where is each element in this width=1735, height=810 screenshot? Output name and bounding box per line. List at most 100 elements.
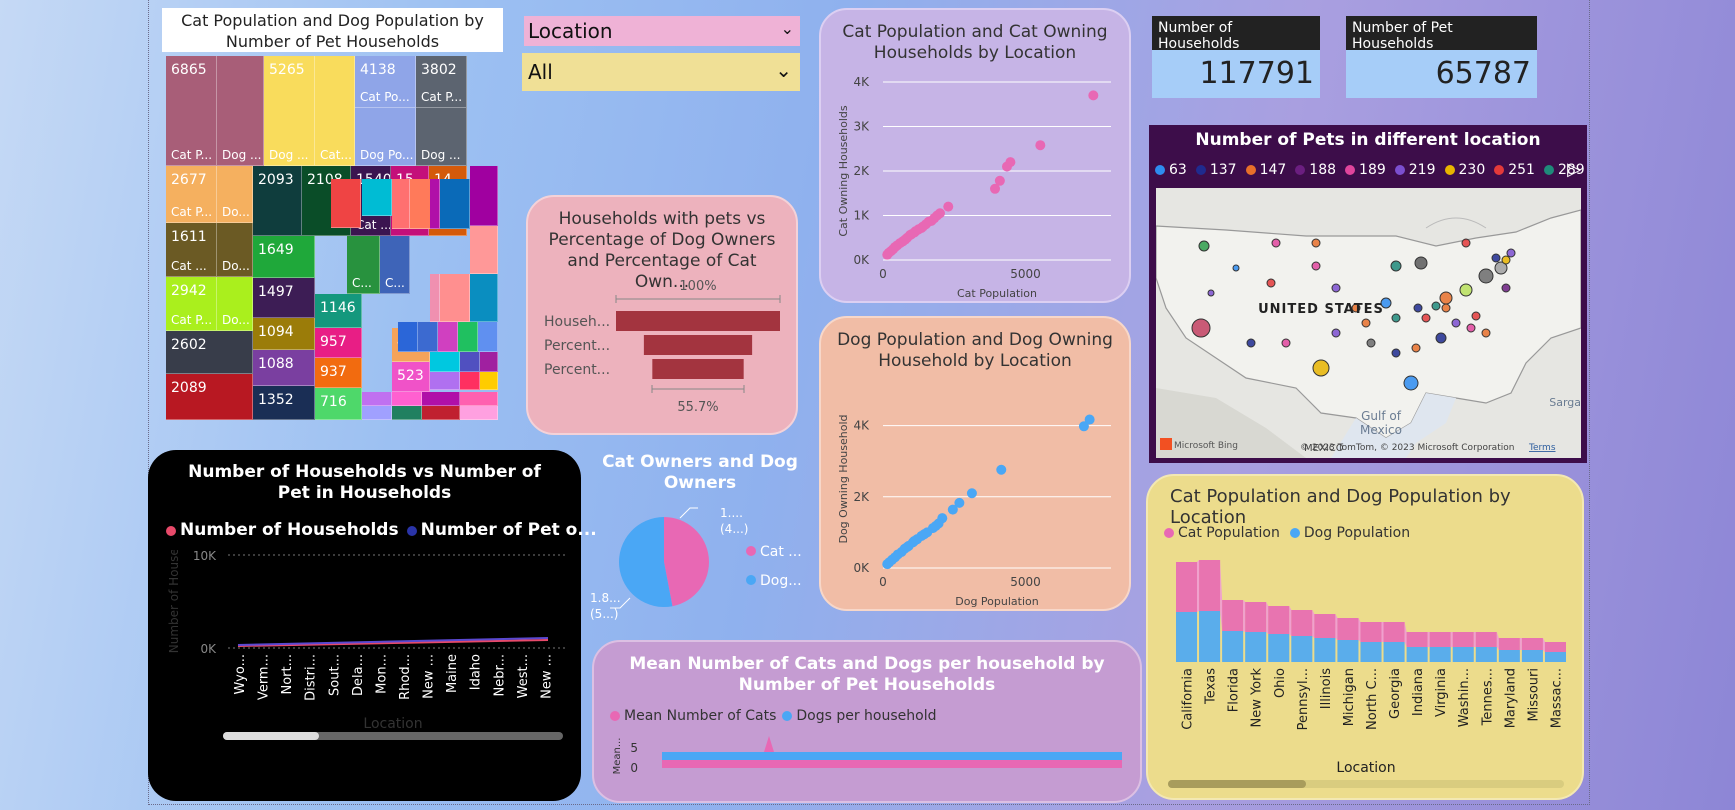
- funnel-row-label: Percent...: [544, 338, 610, 354]
- treemap-tile[interactable]: Do...: [217, 166, 253, 223]
- map-legend-item[interactable]: 147: [1245, 162, 1286, 178]
- ribbon-chart[interactable]: California Texas Florida New York Ohio Pennsy…: [1148, 554, 1584, 800]
- treemap-tile[interactable]: [392, 406, 422, 420]
- x-tick-label: 5000: [1010, 267, 1041, 281]
- treemap-tile[interactable]: 2942 Cat P...: [166, 277, 217, 331]
- map-copyright: © 2023 TomTom, © 2023 Microsoft Corporat…: [1300, 443, 1514, 453]
- chevron-down-icon[interactable]: ⌄: [780, 19, 794, 38]
- treemap-tile[interactable]: [392, 392, 422, 406]
- treemap-tile[interactable]: 1611 Cat ...: [166, 223, 217, 277]
- treemap-tile[interactable]: 2093: [253, 166, 302, 236]
- treemap-tile[interactable]: [430, 372, 460, 390]
- map-legend-item[interactable]: 219: [1394, 162, 1436, 178]
- mean-legend-item[interactable]: Dogs per household: [782, 708, 937, 724]
- treemap-tile[interactable]: C...: [347, 236, 380, 294]
- ribbon-x-label: Georgia: [1388, 668, 1403, 719]
- treemap-tile[interactable]: 1352: [253, 386, 315, 420]
- treemap-tile[interactable]: [480, 372, 498, 390]
- treemap-tile[interactable]: 523: [392, 362, 430, 392]
- map-legend-item[interactable]: 251: [1494, 162, 1535, 178]
- treemap-tile[interactable]: [470, 166, 498, 226]
- treemap-tile[interactable]: [430, 352, 460, 372]
- treemap-tile[interactable]: [398, 322, 418, 352]
- treemap-tile[interactable]: Dog ...: [217, 56, 264, 166]
- scatter-point: [919, 529, 930, 540]
- treemap-tile[interactable]: Dog ...: [416, 108, 467, 166]
- treemap-tile[interactable]: 5265 Dog ...: [264, 56, 315, 166]
- treemap-tile[interactable]: 6865 Cat P...: [166, 56, 217, 166]
- treemap-tile[interactable]: 1649: [253, 236, 315, 278]
- treemap-chart[interactable]: 6865 Cat P... Dog ... 5265 Dog ... Cat... 4138…: [166, 56, 498, 429]
- mean-chart[interactable]: 5 0 Mean...: [594, 732, 1142, 802]
- treemap-tile[interactable]: [478, 322, 498, 352]
- map-legend-item[interactable]: 189: [1345, 162, 1386, 178]
- ribbon-cat-segment: [1176, 562, 1198, 612]
- map-bubble: [1451, 318, 1461, 328]
- treemap-tile[interactable]: 2089: [166, 374, 253, 420]
- treemap-tile[interactable]: 937: [315, 358, 362, 388]
- treemap-tile[interactable]: 2677 Cat P...: [166, 166, 217, 223]
- treemap-tile[interactable]: 2602: [166, 331, 253, 374]
- treemap-tile[interactable]: [392, 179, 410, 229]
- mean-legend-item[interactable]: Mean Number of Cats: [610, 708, 776, 724]
- map-legend-item[interactable]: 137: [1195, 162, 1237, 178]
- treemap-tile[interactable]: [331, 179, 361, 228]
- treemap-tile[interactable]: [460, 392, 498, 406]
- treemap-tile[interactable]: [480, 352, 498, 372]
- treemap-tile-label: Cat ...: [356, 218, 391, 232]
- households-line-chart[interactable]: 10K 0K Number of House... Wyo... Verm... Nort…: [148, 550, 581, 800]
- treemap-tile[interactable]: [460, 406, 498, 420]
- ribbon-legend-item[interactable]: Cat Population: [1164, 525, 1280, 541]
- map-legend-item[interactable]: 230: [1444, 162, 1485, 178]
- treemap-tile[interactable]: 4138 Cat Po...: [355, 56, 416, 108]
- treemap-tile[interactable]: [430, 274, 440, 322]
- treemap-tile[interactable]: Do...: [217, 223, 253, 277]
- scatter-point: [909, 535, 920, 546]
- dog-scatter-chart[interactable]: 4K 2K 0K 0 5000 Dog Population Dog Owning Hous…: [821, 378, 1131, 610]
- funnel-chart[interactable]: 100% Househ... Percent... Percent... 55.7%: [528, 279, 800, 429]
- treemap-tile[interactable]: Do...: [217, 277, 253, 331]
- treemap-tile[interactable]: [362, 392, 392, 406]
- treemap-tile[interactable]: 1146: [315, 294, 362, 328]
- line-legend-item[interactable]: Number of Households: [166, 520, 399, 540]
- map-legend-item[interactable]: 63: [1155, 162, 1187, 178]
- treemap-tile[interactable]: 1088: [253, 350, 315, 386]
- map-legend-item[interactable]: 188: [1295, 162, 1336, 178]
- slicer-dropdown[interactable]: All ⌄: [522, 53, 800, 91]
- ribbon-legend-item[interactable]: Dog Population: [1289, 525, 1410, 541]
- treemap-tile[interactable]: 716: [315, 388, 362, 420]
- treemap-tile[interactable]: 3802 Cat P...: [416, 56, 467, 108]
- treemap-tile[interactable]: [440, 274, 470, 322]
- treemap-tile[interactable]: [470, 274, 498, 322]
- scatter-point: [882, 249, 893, 260]
- line-x-label: New ...: [539, 654, 554, 699]
- bing-logo: [1160, 438, 1172, 450]
- map-legend-item[interactable]: 289: [1543, 162, 1585, 178]
- treemap-tile[interactable]: [470, 226, 498, 274]
- treemap-tile[interactable]: 1497: [253, 278, 315, 318]
- chevron-down-icon[interactable]: ⌄: [775, 58, 792, 82]
- line-legend-item[interactable]: Number of Pet o...: [406, 520, 597, 540]
- treemap-tile[interactable]: [362, 406, 392, 420]
- treemap-tile[interactable]: [362, 179, 392, 216]
- y-tick-label: 4K: [853, 419, 870, 433]
- treemap-tile[interactable]: [422, 392, 460, 406]
- treemap-tile[interactable]: [438, 322, 458, 352]
- legend-next-icon[interactable]: ▷: [1567, 159, 1581, 180]
- pie-chart[interactable]: 1.... (4...) 1.8... (5...) Cat ... Dog...: [590, 498, 810, 626]
- treemap-tile[interactable]: [430, 179, 440, 229]
- treemap-tile[interactable]: 957: [315, 328, 362, 358]
- treemap-tile[interactable]: Cat...: [315, 56, 355, 166]
- treemap-tile[interactable]: 1094: [253, 318, 315, 350]
- treemap-tile[interactable]: C...: [380, 236, 410, 294]
- treemap-tile[interactable]: [440, 179, 470, 229]
- treemap-tile[interactable]: [460, 372, 480, 390]
- cat-scatter-chart[interactable]: 4K 3K 2K 1K 0K 0 5000 Cat Population Cat Owning …: [821, 70, 1131, 302]
- treemap-tile[interactable]: [460, 352, 480, 372]
- treemap-tile[interactable]: [422, 406, 460, 420]
- treemap-tile[interactable]: [458, 322, 478, 352]
- treemap-tile[interactable]: [418, 322, 438, 352]
- x-axis-label: Dog Population: [955, 595, 1039, 608]
- treemap-tile[interactable]: Dog Po...: [355, 108, 416, 166]
